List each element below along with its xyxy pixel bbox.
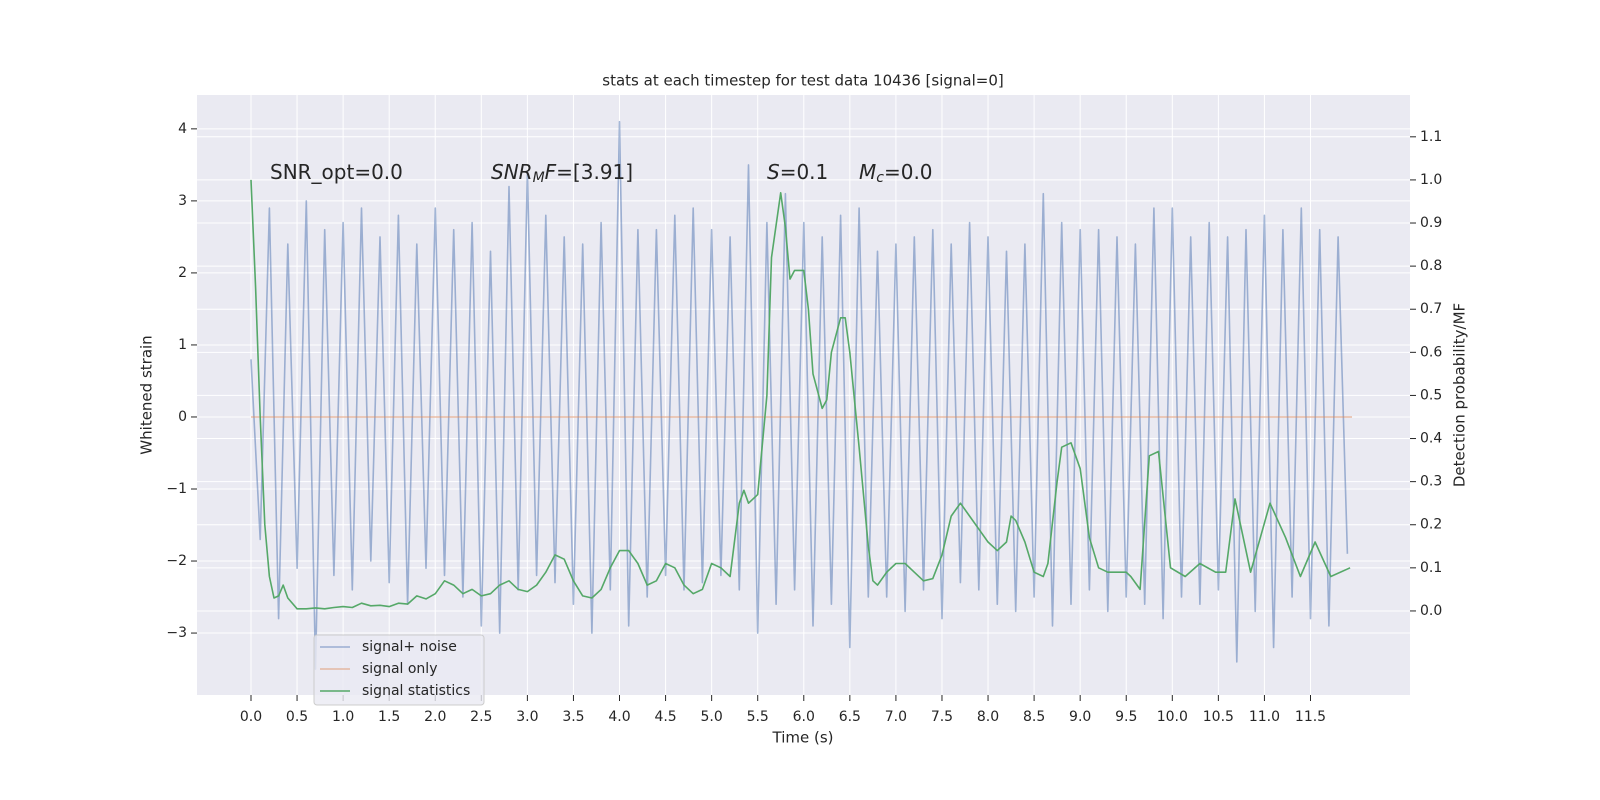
y-tick-label: 4 [178, 121, 187, 137]
x-tick-label: 7.0 [885, 709, 907, 725]
y2-tick-label: 0.0 [1420, 603, 1442, 619]
x-tick-label: 9.5 [1115, 709, 1137, 725]
y2-axis-label: Detection probability/MF [1451, 303, 1469, 487]
annotation-part: =0.0 [884, 160, 933, 184]
annotation-part: c [876, 170, 884, 186]
annotation: Mc=0.0 [859, 160, 933, 187]
legend-box [313, 634, 485, 706]
x-tick-label: 6.0 [793, 709, 815, 725]
x-tick-label: 6.5 [839, 709, 861, 725]
x-tick-label: 0.0 [240, 709, 262, 725]
x-tick-label: 9.0 [1069, 709, 1091, 725]
y-tick-label: −1 [166, 481, 187, 497]
y-tick-label: 2 [178, 265, 187, 281]
y-tick-label: 1 [178, 337, 187, 353]
annotation: SNR_opt=0.0 [270, 160, 403, 184]
x-tick-label: 3.0 [516, 709, 538, 725]
annotation-part: =0.1 [780, 160, 829, 184]
y2-tick-label: 0.5 [1420, 387, 1442, 403]
series-line [250, 179, 1351, 610]
y-tick-label: −2 [166, 553, 187, 569]
annotation-part: SNR [491, 160, 533, 184]
x-tick-label: 4.5 [654, 709, 676, 725]
annotation-part: =[3.91] [556, 160, 633, 184]
annotation-part: SNR_opt=0.0 [270, 160, 403, 184]
x-axis-label: Time (s) [772, 729, 834, 747]
y-tick-label: 3 [178, 193, 187, 209]
legend-label: signal statistics [362, 683, 470, 699]
annotation: SNRMF=[3.91] [491, 160, 633, 187]
x-tick-label: 2.5 [470, 709, 492, 725]
y2-tick-label: 0.8 [1420, 258, 1442, 274]
y-tick-label: −3 [166, 625, 187, 641]
annotation-part: M [533, 170, 545, 186]
x-tick-label: 8.5 [1023, 709, 1045, 725]
legend-label: signal only [362, 661, 437, 677]
y2-tick-label: 1.0 [1420, 172, 1442, 188]
y2-tick-label: 0.6 [1420, 344, 1442, 360]
y2-tick-label: 0.7 [1420, 301, 1442, 317]
annotation-part: F [545, 160, 557, 184]
annotation: S=0.1 [767, 160, 828, 184]
x-tick-label: 8.0 [977, 709, 999, 725]
x-tick-label: 11.5 [1295, 709, 1326, 725]
x-tick-label: 7.5 [931, 709, 953, 725]
series-line [250, 120, 1349, 670]
labels: 0.0 0.5 1.0 1.5 2.0 2.5 3.0 3.5 4.0 4.5 5.0 5.5 6.0 6… [166, 121, 1442, 725]
x-tick-label: 1.0 [332, 709, 354, 725]
x-tick-label: 1.5 [378, 709, 400, 725]
annotation-part: M [859, 160, 876, 184]
y2-tick-label: 0.4 [1420, 431, 1442, 447]
marks [250, 120, 1352, 670]
x-tick-label: 3.5 [562, 709, 584, 725]
legend: signal+ noise signal only signal statistic… [313, 634, 485, 706]
x-tick-label: 5.5 [747, 709, 769, 725]
annotation-part: S [767, 160, 780, 184]
x-tick-label: 4.0 [608, 709, 630, 725]
y2-tick-label: 0.1 [1420, 560, 1442, 576]
x-tick-label: 2.0 [424, 709, 446, 725]
y2-tick-label: 0.9 [1420, 215, 1442, 231]
y-tick-label: 0 [178, 409, 187, 425]
x-tick-label: 5.0 [701, 709, 723, 725]
y-axis-label: Whitened strain [138, 335, 156, 454]
y2-tick-label: 1.1 [1420, 129, 1442, 145]
x-tick-label: 11.0 [1249, 709, 1280, 725]
legend-label: signal+ noise [362, 639, 457, 655]
y2-tick-label: 0.2 [1420, 517, 1442, 533]
y2-tick-label: 0.3 [1420, 474, 1442, 490]
x-tick-label: 0.5 [286, 709, 308, 725]
chart-title: stats at each timestep for test data 104… [602, 72, 1003, 90]
x-tick-label: 10.0 [1157, 709, 1188, 725]
x-tick-label: 10.5 [1203, 709, 1234, 725]
